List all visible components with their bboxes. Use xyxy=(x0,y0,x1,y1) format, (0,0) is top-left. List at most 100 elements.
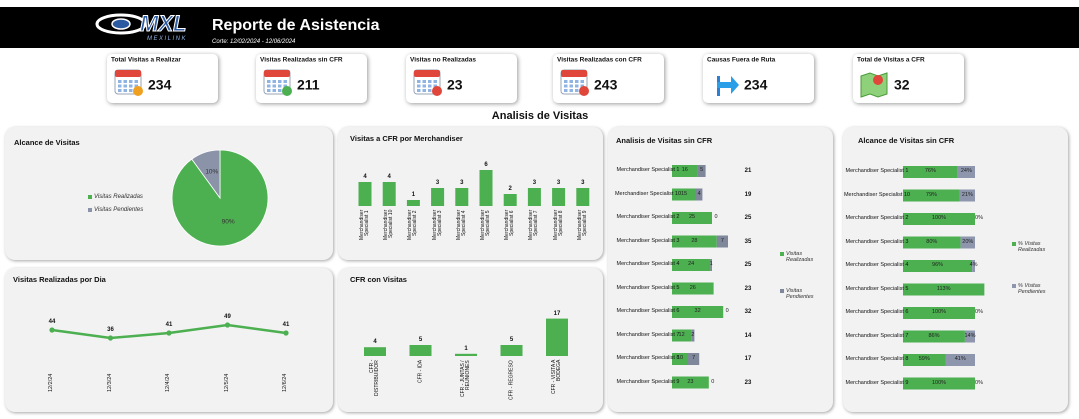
data-label: 4 xyxy=(363,173,367,180)
kpi-icon xyxy=(569,89,573,92)
bar-segment xyxy=(672,259,711,271)
bar-segment xyxy=(672,235,717,248)
data-label: 100% xyxy=(931,379,947,386)
data-label: 25 xyxy=(688,214,696,221)
bar xyxy=(527,188,541,206)
kpi-icon xyxy=(417,80,421,83)
data-label: 20% xyxy=(962,238,974,245)
kpi-label: Visitas no Realizadas xyxy=(410,56,476,64)
kpi-icon xyxy=(569,84,573,88)
kpi-icon xyxy=(129,89,133,92)
y-tick-label: Merchandiser Specialist 2 xyxy=(845,215,909,222)
bar-segment xyxy=(960,236,975,249)
y-tick-label: Merchandiser Specialist 5 xyxy=(845,285,909,292)
x-tick-label: Merchandiser Specialist 4 xyxy=(455,210,467,241)
bar-segment xyxy=(672,353,688,365)
kpi-icon xyxy=(575,89,579,92)
kpi-value: 234 xyxy=(744,76,768,93)
data-label: 76% xyxy=(924,168,936,175)
kpi-icon xyxy=(133,86,143,96)
y-tick-label: Merchandiser Specialist 6 xyxy=(616,308,680,315)
kpi-icon xyxy=(264,70,290,77)
data-label: 3 xyxy=(556,179,561,186)
data-label: 3 xyxy=(532,179,537,186)
data-label: 80% xyxy=(926,238,938,245)
kpi-icon xyxy=(422,89,426,92)
legend-label: % Visitas Pendientes xyxy=(1018,283,1046,295)
data-label: 49 xyxy=(224,313,231,320)
kpi-icon xyxy=(717,76,739,94)
legend-swatch xyxy=(1012,242,1016,246)
total-label: 23 xyxy=(744,379,752,386)
x-tick-label: Merchandiser Specialist 2 xyxy=(407,210,419,241)
kpi-icon xyxy=(564,89,568,92)
kpi-icon xyxy=(580,84,584,88)
data-label: 32 xyxy=(694,308,701,315)
bar xyxy=(552,188,566,206)
total-label: 25 xyxy=(744,214,752,221)
bar-segment xyxy=(903,213,975,225)
legend-swatch xyxy=(88,208,92,212)
bar-segment xyxy=(959,189,975,202)
data-label: 3 xyxy=(460,179,464,186)
bar-segment xyxy=(964,330,975,343)
bar xyxy=(406,200,420,206)
bar xyxy=(382,182,396,206)
data-label: 0% xyxy=(975,215,983,222)
bar-segment xyxy=(957,166,975,178)
x-tick-label: CFR - VISITA A BODEGA xyxy=(550,360,562,395)
data-label: 44 xyxy=(48,318,56,325)
data-label: 59% xyxy=(918,356,930,363)
kpi-icon xyxy=(115,70,141,77)
total-label: 17 xyxy=(744,355,752,362)
kpi-label: Visitas Realizadas con CFR xyxy=(557,56,642,64)
bar xyxy=(503,194,517,206)
data-label: 96% xyxy=(932,262,944,269)
kpi-icon xyxy=(267,89,271,92)
data-label: 17 xyxy=(553,310,561,317)
chart-title: Visitas a CFR por Merchandiser xyxy=(350,134,463,144)
x-tick-label: 12/6/24 xyxy=(282,374,289,393)
logo-sub: MEXILINK xyxy=(147,36,187,42)
kpi-icon xyxy=(564,84,568,88)
x-tick-label: CFR - DISTRIBUIDOR xyxy=(368,360,380,396)
chart-title: Alcance de Visitas xyxy=(14,138,80,148)
data-label: 5 xyxy=(509,336,514,343)
kpi-icon xyxy=(580,80,584,83)
kpi-icon xyxy=(428,84,432,88)
data-label: 3 xyxy=(581,179,585,186)
legend-label: % Visitas Realizadas xyxy=(1018,241,1046,253)
x-tick-label: Merchandiser Specialist 9 xyxy=(576,210,588,241)
logo-ring xyxy=(95,13,147,35)
chart-title: Alcance de Visitas sin CFR xyxy=(858,136,955,146)
data-label: 0 xyxy=(711,378,715,385)
kpi-icon xyxy=(417,89,421,92)
bar xyxy=(576,188,590,206)
bar-segment xyxy=(672,165,698,177)
data-label: 28 xyxy=(691,237,698,244)
line-point xyxy=(49,327,55,333)
x-tick-label: 12/2/24 xyxy=(48,374,55,393)
data-label: 79% xyxy=(925,191,937,198)
kpi-icon xyxy=(414,70,440,77)
bar-segment xyxy=(710,259,712,271)
data-label: 3 xyxy=(435,179,440,186)
kpi-icon xyxy=(129,84,133,88)
legend-swatch xyxy=(88,195,92,199)
kpi-icon xyxy=(123,84,127,88)
data-label: 7 xyxy=(720,237,724,244)
kpi-icon xyxy=(267,84,271,88)
kpi-icon xyxy=(428,80,432,83)
y-tick-label: Merchandiser Specialist 3 xyxy=(616,237,680,244)
data-label: 5 xyxy=(418,336,423,343)
kpi-icon xyxy=(873,75,883,85)
kpi-icon xyxy=(272,89,276,92)
kpi-icon xyxy=(278,89,282,92)
data-label: 1 xyxy=(411,191,416,198)
y-tick-label: Merchandiser Specialist 8 xyxy=(845,356,909,363)
legend-swatch xyxy=(780,252,784,256)
chart-title: Analisis de Visitas sin CFR xyxy=(616,136,713,146)
bar-segment xyxy=(672,282,714,295)
legend-label: Visitas Pendientes xyxy=(94,206,144,213)
